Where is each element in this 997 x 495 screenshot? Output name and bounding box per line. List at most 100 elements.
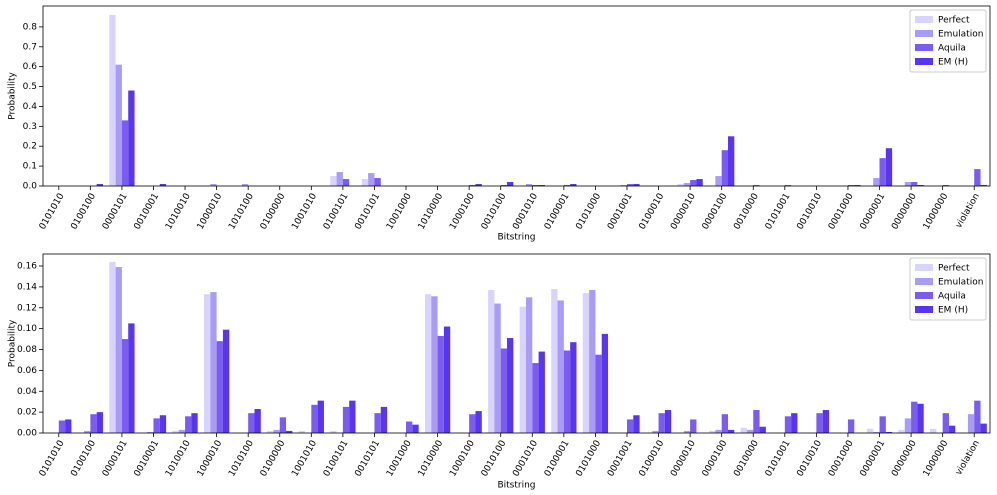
bar — [746, 429, 754, 433]
bar — [633, 184, 640, 186]
bar — [273, 429, 280, 433]
x-tick-label: 1000010 — [196, 439, 225, 479]
x-tick-label: 0010100 — [480, 439, 509, 479]
x-tick-label: 1010010 — [164, 192, 193, 232]
bar — [715, 176, 722, 186]
bar — [330, 176, 337, 186]
bar — [595, 354, 602, 433]
y-tick-label: 0.6 — [23, 62, 38, 72]
bar — [178, 429, 186, 433]
x-tick-label: 0010100 — [480, 192, 509, 232]
bar — [267, 430, 274, 433]
bar — [715, 429, 722, 433]
bar — [159, 415, 167, 433]
bar — [753, 185, 760, 186]
bar — [683, 183, 691, 186]
bar — [115, 267, 122, 433]
x-tick-label: 1000100 — [448, 192, 477, 232]
bar — [431, 296, 438, 433]
y-tick-label: 0.08 — [17, 345, 37, 355]
bar — [879, 416, 886, 433]
bar — [570, 184, 577, 186]
plot-frame — [42, 5, 991, 187]
bar — [128, 90, 135, 186]
x-tick-label: 0100010 — [638, 439, 667, 479]
bar — [898, 429, 905, 433]
x-axis-label: Bitstring — [497, 481, 535, 491]
bar — [942, 413, 949, 433]
legend-label: Emulation — [938, 278, 983, 288]
bar — [494, 303, 501, 433]
bar — [791, 413, 798, 433]
bar — [633, 415, 640, 433]
bar — [159, 184, 167, 186]
bar — [361, 179, 369, 186]
x-tick-label: 0001000 — [827, 439, 856, 479]
legend-label: Aquila — [938, 44, 966, 54]
y-tick-label: 0.2 — [23, 142, 37, 152]
bar — [601, 333, 609, 433]
bar — [248, 413, 255, 433]
bar — [911, 182, 918, 186]
bar — [153, 418, 160, 433]
y-tick-label: 0.10 — [17, 324, 37, 334]
bar — [336, 172, 343, 186]
bar — [241, 184, 249, 186]
bar — [58, 420, 66, 433]
bar — [475, 411, 482, 433]
bar — [115, 64, 122, 186]
bar — [488, 290, 495, 433]
legend-swatch — [915, 16, 933, 23]
y-tick-label: 0.12 — [17, 303, 37, 313]
bar — [885, 431, 893, 433]
x-tick-label: 0100001 — [543, 439, 572, 479]
x-tick-label: 1010100 — [227, 439, 256, 479]
x-tick-label: violation — [954, 192, 982, 230]
x-tick-label: 0101010 — [38, 439, 67, 479]
x-tick-label: 1000100 — [448, 439, 477, 479]
bar — [709, 430, 716, 433]
bar — [904, 182, 912, 186]
x-axis-label: Bitstring — [497, 233, 535, 243]
y-tick-label: 0.14 — [17, 282, 37, 292]
bar — [374, 178, 381, 186]
bar — [412, 424, 419, 433]
bar — [374, 413, 381, 433]
bar — [90, 414, 97, 433]
y-axis-label: Probability — [8, 72, 18, 120]
x-tick-label: 0100000 — [259, 439, 288, 479]
x-tick-label: 0000100 — [701, 439, 730, 479]
bar — [626, 184, 634, 186]
bar — [147, 431, 154, 433]
x-tick-label: 0001010 — [511, 192, 540, 232]
legend-label: EM (H) — [938, 58, 968, 68]
bar — [759, 426, 766, 433]
legend-label: Perfect — [938, 16, 970, 26]
y-tick-label: 0.0 — [23, 182, 38, 192]
x-tick-label: 0100100 — [69, 439, 98, 479]
bar — [917, 185, 924, 186]
x-tick-label: 0000000 — [890, 192, 919, 232]
bar — [822, 410, 830, 433]
y-tick-label: 0.16 — [17, 262, 37, 272]
bar — [109, 261, 116, 433]
y-tick-label: 0.04 — [17, 387, 37, 397]
y-tick-label: 0.4 — [23, 102, 38, 112]
bar — [475, 184, 482, 186]
legend-label: Perfect — [938, 264, 970, 274]
x-tick-label: 0010010 — [795, 439, 824, 479]
bar — [298, 430, 306, 433]
x-tick-label: 1000000 — [922, 192, 951, 232]
bar — [847, 185, 855, 186]
x-tick-label: 1000010 — [196, 192, 225, 232]
x-tick-label: 0000100 — [701, 192, 730, 232]
bar — [563, 185, 571, 186]
x-tick-label: 0010010 — [795, 192, 824, 232]
bar — [128, 323, 135, 433]
bar — [424, 294, 432, 433]
y-tick-label: 0.1 — [23, 162, 37, 172]
x-tick-label: 1001010 — [290, 439, 319, 479]
bar — [330, 430, 337, 433]
